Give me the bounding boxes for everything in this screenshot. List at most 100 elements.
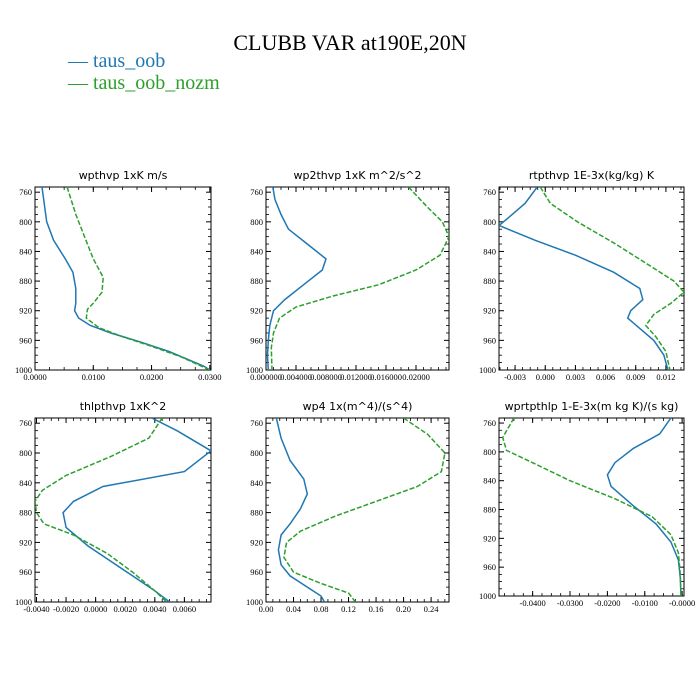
y-tick-label: 1000 [246,365,263,375]
x-tick-label: 0.009 [626,372,645,382]
panel-2: rtpthvp 1E-3x(kg/kg) K 760 800 840 880 920 960… [479,169,685,382]
series-line-taus-oob-nozm [35,418,168,602]
y-tick-label: 840 [19,246,32,256]
x-tick-label: 0.20 [396,604,411,614]
legend-entry-taus-oob-nozm: — taus_oob_nozm [68,72,220,94]
panel-title: wprtpthlp 1-E-3x(m kg K)/(s kg) [505,400,679,413]
x-tick-label: 0.02000 [402,372,430,382]
y-tick-label: 800 [250,217,263,227]
y-tick-label: 1000 [15,365,32,375]
x-tick-label: 0.0100 [82,372,105,382]
y-tick-label: 1000 [246,597,263,607]
panel-title: wp2thvp 1xK m^2/s^2 [293,169,421,182]
x-tick-label: 0.0000 [84,604,107,614]
x-tick-label: -0.0300 [557,598,583,608]
series-line-taus-oob-nozm [539,187,684,370]
y-tick-label: 840 [483,246,496,256]
y-tick-label: 920 [483,306,496,316]
x-tick-label: 0.0040 [143,604,166,614]
y-tick-label: 880 [19,276,32,286]
x-tick-label: 0.0060 [173,604,196,614]
y-tick-label: 840 [19,478,32,488]
x-tick-label: 0.006 [596,372,615,382]
y-tick-label: 880 [19,508,32,518]
x-tick-label: 0.008000 [310,372,342,382]
x-tick-label: 0.003 [566,372,585,382]
plot-frame [34,186,212,371]
y-tick-label: 880 [250,508,263,518]
y-tick-label: 960 [19,567,32,577]
x-tick-label: -0.0100 [632,598,658,608]
panel-title: rtpthvp 1E-3x(kg/kg) K [529,169,655,182]
y-tick-label: 960 [19,335,32,345]
y-tick-label: 880 [483,276,496,286]
y-tick-label: 800 [19,448,32,458]
plot-frame [34,417,212,603]
x-tick-label: 0.012000 [340,372,372,382]
panel-1: wp2thvp 1xK m^2/s^2 760 800 840 880 920 960 100… [246,169,450,382]
x-tick-label: -0.0040 [23,604,49,614]
plot-frame [498,186,685,371]
y-tick-label: 880 [250,276,263,286]
y-tick-label: 800 [483,217,496,227]
y-tick-label: 760 [483,418,496,428]
y-tick-label: 920 [19,306,32,316]
x-tick-label: -0.003 [504,372,526,382]
series-line-taus-oob [606,418,682,596]
series-line-taus-oob-nozm [283,418,446,602]
x-tick-label: 0.04 [286,604,302,614]
x-tick-label: 0.16 [369,604,384,614]
panel-4: wp4 1x(m^4)/(s^4)76080084088092096010000… [246,400,450,614]
y-tick-label: 760 [19,418,32,428]
series-line-taus-oob-nozm [270,187,449,370]
plot-frame [265,417,450,603]
x-tick-label: 0.12 [341,604,356,614]
x-tick-label: 0.08 [314,604,329,614]
panel-title: wpthvp 1xK m/s [79,169,168,182]
panel-title: thlpthvp 1xK^2 [80,400,167,413]
series-line-taus-oob-nozm [501,418,682,596]
y-tick-label: 800 [250,448,263,458]
x-tick-label: 0.000000 [250,372,282,382]
y-tick-label: 800 [19,217,32,227]
series-line-taus-oob-nozm [66,187,211,370]
x-tick-label: 0.016000 [370,372,402,382]
panel-0: wpthvp 1xK m/s 760 800 840 880 920 960 10000.00… [15,169,222,382]
panel-5: wprtpthlp 1-E-3x(m kg K)/(s kg) 760 800 840… [479,400,695,608]
x-tick-label: -0.0400 [520,598,546,608]
y-tick-label: 960 [483,335,496,345]
y-tick-label: 760 [250,187,263,197]
y-tick-label: 840 [250,246,263,256]
y-tick-label: 960 [483,562,496,572]
y-tick-label: 920 [19,537,32,547]
legend-entry-taus-oob: — taus_oob [68,50,166,72]
main-title: CLUBB VAR at190E,20N [233,30,467,55]
panel-3: thlpthvp 1xK^27608008408809209601000-0.0… [15,400,212,614]
plot-frame [498,417,685,597]
x-tick-label: 0.012 [656,372,675,382]
series-line-taus-oob [62,418,211,602]
y-tick-label: 920 [250,306,263,316]
x-tick-label: 0.0300 [198,372,221,382]
series-line-taus-oob [275,418,326,602]
y-tick-label: 960 [250,335,263,345]
x-tick-label: 0.000 [536,372,555,382]
x-tick-label: 0.0200 [140,372,163,382]
y-tick-label: 1000 [479,365,496,375]
panel-title: wp4 1x(m^4)/(s^4) [303,400,413,413]
y-tick-label: 760 [483,187,496,197]
series-line-taus-oob [266,187,327,370]
x-tick-label: 0.0000 [23,372,46,382]
y-tick-label: 800 [483,447,496,457]
y-tick-label: 760 [19,187,32,197]
y-tick-label: 840 [250,478,263,488]
y-tick-label: 920 [483,533,496,543]
y-tick-label: 880 [483,505,496,515]
x-tick-label: -0.0200 [594,598,620,608]
series-line-taus-oob [41,187,211,370]
plot-frame [265,186,450,371]
x-tick-label: -0.0020 [53,604,79,614]
x-tick-label: -0.0000 [669,598,695,608]
y-tick-label: 840 [483,476,496,486]
